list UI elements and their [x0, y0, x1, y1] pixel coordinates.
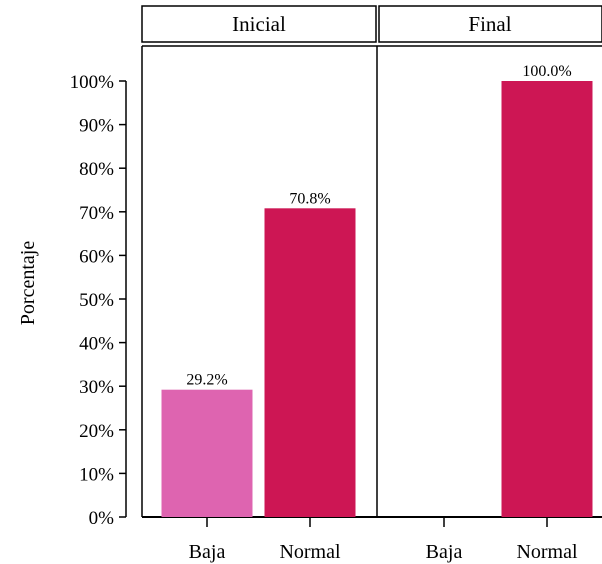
y-tick-label: 100%: [70, 72, 115, 93]
strip-inicial-box: [141, 5, 377, 43]
data-label: 100.0%: [522, 63, 571, 80]
x-tick-label: Normal: [516, 541, 578, 563]
y-tick-label: 70%: [79, 203, 114, 224]
y-tick-label: 50%: [79, 290, 114, 311]
y-tick-label: 90%: [79, 116, 114, 137]
x-tick-label: Baja: [426, 541, 463, 563]
x-tick-label: Baja: [189, 541, 226, 563]
x-tick-label: Normal: [279, 541, 341, 563]
y-tick-label: 30%: [79, 377, 114, 398]
bar-inicial-normal: [264, 208, 356, 517]
strip-final-box: [378, 5, 602, 43]
y-tick-label: 0%: [89, 508, 115, 529]
y-tick-label: 80%: [79, 159, 114, 180]
strip-inicial-label: Inicial: [232, 12, 286, 36]
y-tick-label: 20%: [79, 421, 114, 442]
bar-final-normal: [501, 81, 593, 517]
y-axis-title: Porcentaje: [17, 241, 39, 326]
strip-final-label: Final: [468, 12, 511, 36]
y-tick-label: 10%: [79, 464, 114, 485]
y-tick-label: 40%: [79, 334, 114, 355]
y-tick-label: 60%: [79, 246, 114, 267]
data-label: 70.8%: [289, 190, 330, 207]
data-label: 29.2%: [186, 372, 227, 389]
bar-inicial-baja: [161, 389, 253, 517]
